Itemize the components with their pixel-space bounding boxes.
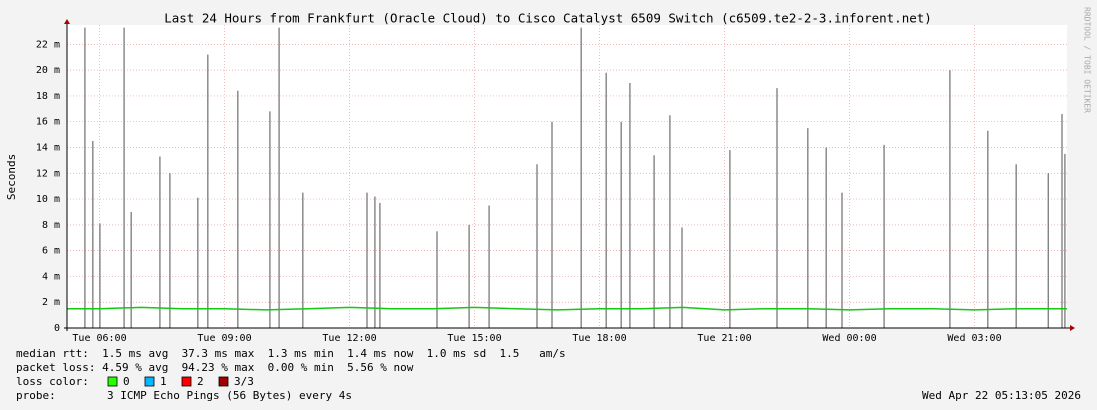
- x-tick-label: Tue 18:00: [572, 333, 626, 344]
- legend-swatch: [107, 376, 118, 387]
- probe-label: probe:: [16, 389, 56, 402]
- y-tick-label: 12 m: [36, 168, 60, 179]
- stats-line: median rtt: 1.5 ms avg 37.3 ms max 1.3 m…: [16, 347, 566, 360]
- watermark: RRDTOOL / TOBI OETIKER: [1083, 7, 1092, 113]
- x-tick-label: Tue 15:00: [447, 333, 501, 344]
- chart-title: Last 24 Hours from Frankfurt (Oracle Clo…: [164, 11, 932, 26]
- x-tick-label: Wed 00:00: [822, 333, 876, 344]
- x-tick-label: Tue 09:00: [197, 333, 251, 344]
- probe-text: 3 ICMP Echo Pings (56 Bytes) every 4s: [107, 389, 352, 402]
- y-tick-label: 10 m: [36, 194, 60, 205]
- loss-label: loss color:: [16, 375, 89, 388]
- timestamp: Wed Apr 22 05:13:05 2026: [922, 389, 1081, 402]
- legend-label: 2: [197, 375, 204, 388]
- median-line: [67, 306, 1067, 311]
- y-tick-label: 22 m: [36, 39, 60, 50]
- legend-swatch: [218, 376, 229, 387]
- y-tick-label: 8 m: [42, 220, 60, 231]
- y-axis-label: Seconds: [5, 154, 18, 200]
- legend-swatch: [144, 376, 155, 387]
- legend-label: 0: [123, 375, 130, 388]
- plot-area: [67, 25, 1067, 328]
- x-tick-label: Tue 21:00: [697, 333, 751, 344]
- axis-arrow: [64, 19, 70, 24]
- y-tick-label: 16 m: [36, 117, 60, 128]
- stats-line: packet loss: 4.59 % avg 94.23 % max 0.00…: [16, 361, 414, 374]
- y-tick-label: 14 m: [36, 142, 60, 153]
- y-tick-label: 0: [54, 323, 60, 334]
- x-tick-label: Tue 06:00: [72, 333, 126, 344]
- y-tick-label: 2 m: [42, 297, 60, 308]
- y-tick-label: 20 m: [36, 65, 60, 76]
- x-tick-label: Wed 03:00: [947, 333, 1001, 344]
- legend-swatch: [181, 376, 192, 387]
- y-tick-label: 18 m: [36, 91, 60, 102]
- legend-label: 3/3: [234, 375, 254, 388]
- y-tick-label: 6 m: [42, 246, 60, 257]
- axis-arrow: [1070, 325, 1075, 331]
- x-tick-label: Tue 12:00: [322, 333, 376, 344]
- legend-label: 1: [160, 375, 167, 388]
- y-tick-label: 4 m: [42, 271, 60, 282]
